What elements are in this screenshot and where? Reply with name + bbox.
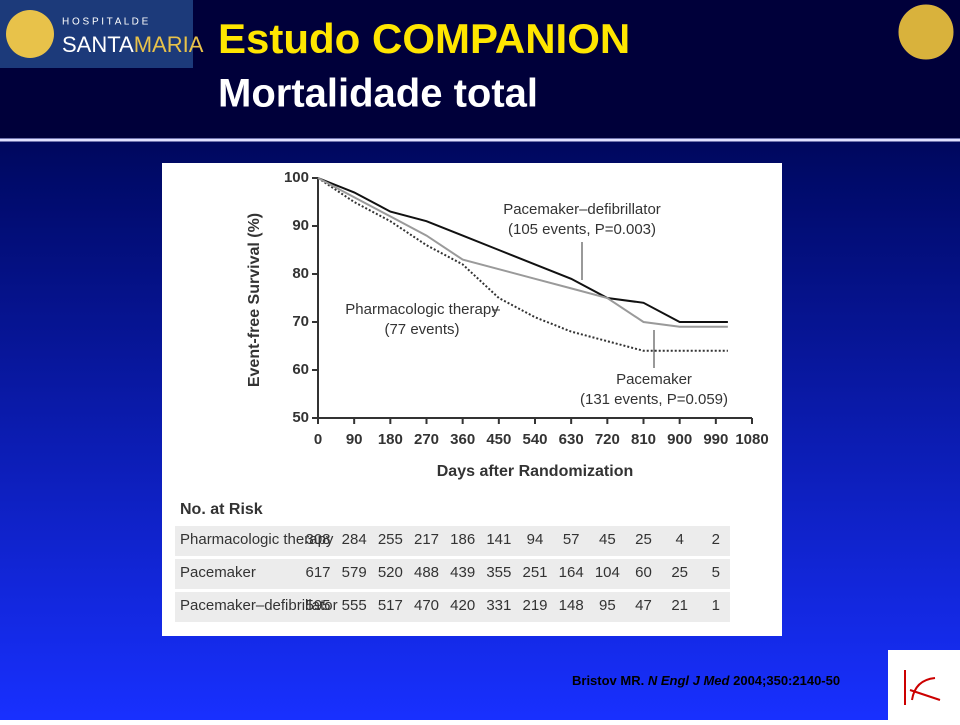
x-tick-label: 540	[522, 431, 547, 448]
x-tick-label: 900	[667, 431, 692, 448]
risk-value: 148	[559, 597, 584, 614]
logo-emblem	[6, 10, 54, 58]
risk-value: 355	[486, 564, 511, 581]
risk-value: 47	[635, 597, 652, 614]
series-label: Pacemaker–defibrillator	[503, 201, 661, 218]
corner-logo	[888, 650, 960, 720]
x-tick-label: 0	[314, 431, 322, 448]
risk-value: 95	[599, 597, 616, 614]
risk-value: 4	[675, 531, 683, 548]
x-tick-label: 450	[486, 431, 511, 448]
risk-value: 251	[522, 564, 547, 581]
risk-row-band	[175, 559, 730, 589]
risk-row-label: Pacemaker–defibrillator	[180, 597, 338, 614]
slide-title: Estudo COMPANION	[218, 15, 630, 62]
series-label: Pharmacologic therapy	[345, 301, 499, 318]
risk-value: 219	[522, 597, 547, 614]
citation-author: Bristov MR.	[572, 673, 644, 688]
y-tick-label: 70	[292, 313, 309, 330]
x-axis-label: Days after Randomization	[437, 463, 633, 480]
risk-value: 25	[635, 531, 652, 548]
y-tick-label: 80	[292, 265, 309, 282]
x-tick-label: 1080	[735, 431, 768, 448]
x-tick-label: 180	[378, 431, 403, 448]
logo-name: SANTAMARIA	[62, 32, 204, 57]
risk-value: 331	[486, 597, 511, 614]
citation: Bristov MR. N Engl J Med 2004;350:2140-5…	[572, 673, 840, 688]
risk-value: 439	[450, 564, 475, 581]
risk-value: 45	[599, 531, 616, 548]
corner-logo-art	[904, 670, 941, 705]
logo-name-b: MARIA	[134, 32, 204, 57]
risk-value: 579	[342, 564, 367, 581]
survival-curve	[317, 177, 728, 352]
risk-value: 94	[527, 531, 544, 548]
risk-row-band	[175, 526, 730, 556]
risk-row-label: Pharmacologic therapy	[180, 531, 334, 548]
risk-value: 1	[712, 597, 720, 614]
risk-value: 255	[378, 531, 403, 548]
risk-value: 2	[712, 531, 720, 548]
risk-row-label: Pacemaker	[180, 564, 256, 581]
risk-row-band	[175, 592, 730, 622]
logo-text: H O S P I T A L D E	[62, 17, 149, 28]
risk-value: 25	[671, 564, 688, 581]
risk-value: 186	[450, 531, 475, 548]
x-tick-label: 90	[346, 431, 363, 448]
citation-journal: N Engl J Med	[648, 673, 731, 688]
risk-value: 517	[378, 597, 403, 614]
risk-value: 470	[414, 597, 439, 614]
figure-panel	[162, 163, 782, 636]
risk-title: No. at Risk	[180, 501, 263, 518]
x-tick-label: 630	[559, 431, 584, 448]
risk-value: 420	[450, 597, 475, 614]
x-tick-label: 360	[450, 431, 475, 448]
risk-value: 141	[486, 531, 511, 548]
risk-value: 60	[635, 564, 652, 581]
risk-value: 104	[595, 564, 620, 581]
series-note: (77 events)	[384, 321, 459, 338]
risk-value: 217	[414, 531, 439, 548]
y-tick-label: 90	[292, 217, 309, 234]
series-note: (131 events, P=0.059)	[580, 391, 728, 408]
risk-value: 308	[305, 531, 330, 548]
x-tick-label: 720	[595, 431, 620, 448]
risk-value: 488	[414, 564, 439, 581]
x-tick-label: 270	[414, 431, 439, 448]
slide-subtitle: Mortalidade total	[218, 72, 538, 116]
y-tick-label: 100	[284, 169, 309, 186]
risk-value: 555	[342, 597, 367, 614]
risk-value: 284	[342, 531, 367, 548]
risk-value: 520	[378, 564, 403, 581]
series-note: (105 events, P=0.003)	[508, 221, 656, 238]
y-tick-label: 60	[292, 361, 309, 378]
risk-value: 595	[305, 597, 330, 614]
faculty-logo	[897, 3, 955, 61]
survival-curve	[317, 177, 728, 328]
citation-ref: 2004;350:2140-50	[733, 673, 840, 688]
series-label: Pacemaker	[616, 371, 692, 388]
logo-name-a: SANTA	[62, 32, 134, 57]
risk-value: 617	[305, 564, 330, 581]
risk-value: 21	[671, 597, 688, 614]
y-axis-label: Event-free Survival (%)	[246, 213, 263, 387]
survival-curve	[317, 177, 728, 323]
risk-value: 5	[712, 564, 720, 581]
x-tick-label: 990	[703, 431, 728, 448]
x-tick-label: 810	[631, 431, 656, 448]
risk-value: 164	[559, 564, 584, 581]
risk-value: 57	[563, 531, 580, 548]
y-tick-label: 50	[292, 409, 309, 426]
